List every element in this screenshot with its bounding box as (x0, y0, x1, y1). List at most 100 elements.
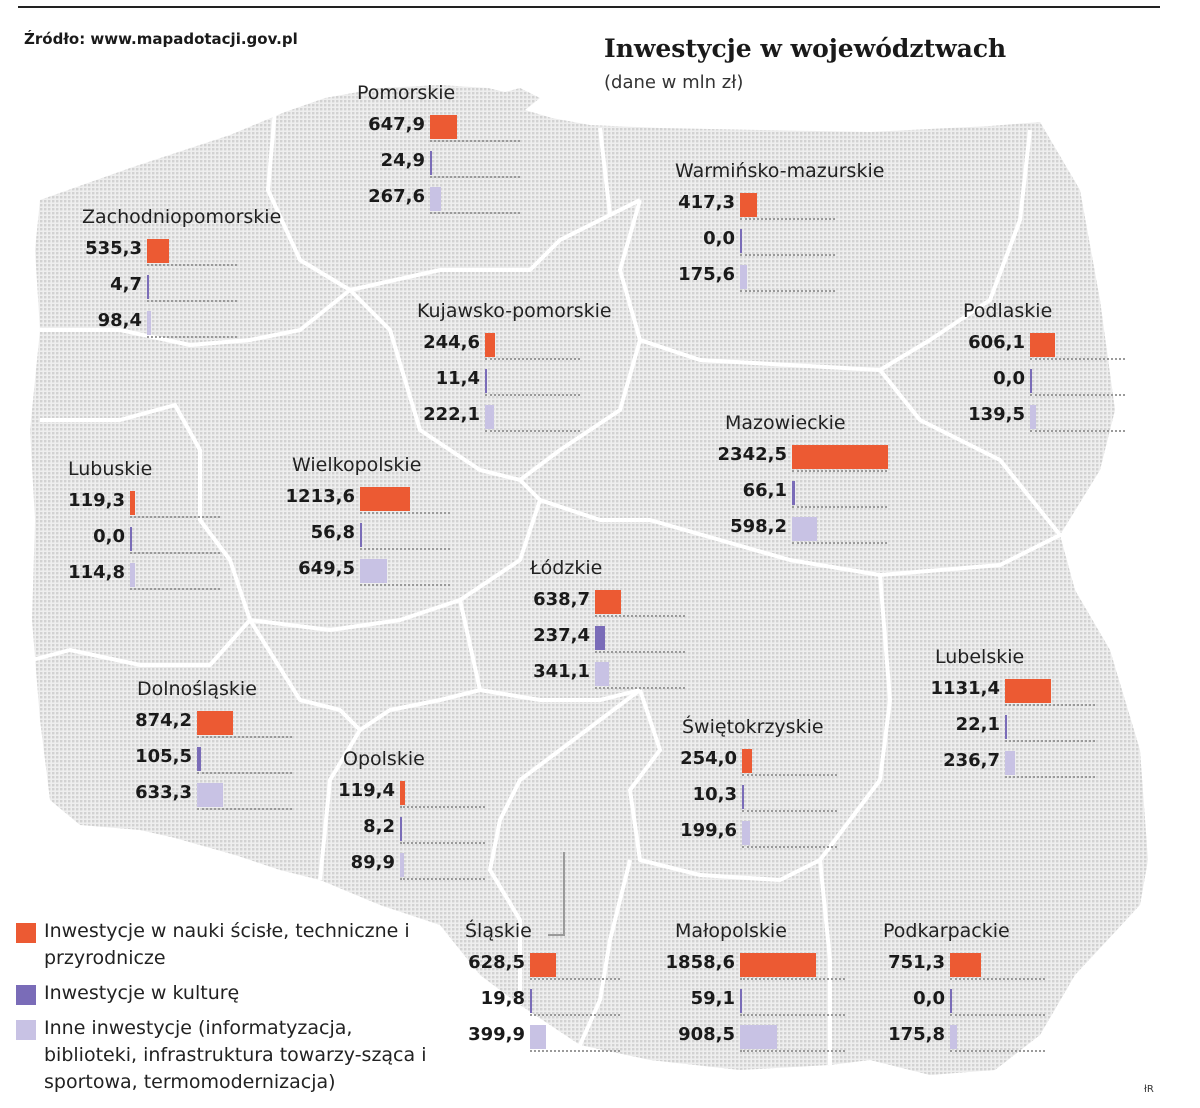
value-label-other: 267,6 (368, 186, 425, 207)
bar-culture (130, 527, 132, 551)
bar-other (595, 662, 609, 686)
guide-line (530, 1050, 620, 1052)
bar-culture (360, 523, 362, 547)
guide-line (740, 1050, 845, 1052)
bar-other (147, 311, 151, 335)
bar-other (1005, 751, 1015, 775)
guide-line (740, 290, 835, 292)
value-label-science: 751,3 (888, 952, 945, 973)
value-label-culture: 8,2 (363, 816, 395, 837)
region-name: Lubuskie (68, 458, 153, 480)
value-label-science: 119,3 (68, 490, 125, 511)
guide-line (950, 1014, 1045, 1016)
value-label-other: 341,1 (533, 661, 590, 682)
bar-science (792, 445, 888, 469)
legend: Inwestycje w nauki ścisłe, techniczne i … (16, 918, 436, 1104)
value-label-culture: 4,7 (110, 274, 142, 295)
value-label-other: 114,8 (68, 562, 125, 583)
guide-line (360, 512, 450, 514)
bar-science (740, 193, 757, 217)
guide-line (595, 651, 685, 653)
bar-science (530, 953, 556, 977)
value-label-other: 89,9 (350, 852, 395, 873)
region-name: Mazowieckie (725, 412, 846, 434)
value-label-science: 874,2 (135, 710, 192, 731)
guide-line (430, 212, 520, 214)
bar-other (1030, 405, 1036, 429)
guide-line (742, 810, 837, 812)
author-credit: łR (1144, 1084, 1154, 1095)
top-rule (18, 6, 1160, 8)
value-label-other: 175,6 (678, 264, 735, 285)
region-name: Małopolskie (675, 920, 787, 942)
value-label-culture: 19,8 (480, 988, 525, 1009)
value-label-culture: 59,1 (690, 988, 735, 1009)
bar-other (485, 405, 494, 429)
value-label-culture: 24,9 (380, 150, 425, 171)
value-label-culture: 66,1 (742, 480, 787, 501)
guide-line (740, 254, 835, 256)
region-name: Warmińsko-mazurskie (675, 160, 885, 182)
guide-line (530, 978, 620, 980)
guide-line (485, 394, 580, 396)
bar-culture (740, 229, 742, 253)
value-label-culture: 56,8 (310, 522, 355, 543)
guide-line (742, 846, 837, 848)
value-label-culture: 0,0 (913, 988, 945, 1009)
value-label-culture: 0,0 (993, 368, 1025, 389)
bar-culture (430, 151, 432, 175)
guide-line (1030, 358, 1125, 360)
guide-line (147, 264, 237, 266)
guide-line (485, 430, 580, 432)
guide-line (530, 1014, 620, 1016)
guide-line (1005, 740, 1095, 742)
value-label-other: 598,2 (730, 516, 787, 537)
value-label-other: 908,5 (678, 1024, 735, 1045)
guide-line (1030, 430, 1125, 432)
bar-science (400, 781, 405, 805)
legend-item-other: Inne inwestycje (informatyzacja, bibliot… (16, 1015, 436, 1096)
bar-culture (950, 989, 952, 1013)
bar-science (742, 749, 752, 773)
chart-subtitle: (dane w mln zł) (604, 72, 744, 93)
bar-science (430, 115, 457, 139)
bar-science (1030, 333, 1055, 357)
value-label-science: 417,3 (678, 192, 735, 213)
bar-science (485, 333, 495, 357)
legend-swatch-other (16, 1020, 36, 1040)
bar-science (147, 239, 169, 263)
value-label-science: 1213,6 (285, 486, 355, 507)
value-label-culture: 0,0 (93, 526, 125, 547)
legend-text-culture: Inwestycje w kulturę (44, 982, 240, 1004)
guide-line (400, 878, 485, 880)
bar-science (595, 590, 621, 614)
guide-line (740, 978, 845, 980)
guide-line (1005, 776, 1095, 778)
legend-swatch-science (16, 923, 36, 943)
region-name: Łódzkie (530, 557, 603, 579)
value-label-science: 244,6 (423, 332, 480, 353)
guide-line (147, 300, 237, 302)
guide-line (740, 218, 835, 220)
map-outline (30, 85, 1148, 1075)
region-name: Dolnośląskie (137, 678, 257, 700)
guide-line (400, 806, 485, 808)
guide-line (742, 774, 837, 776)
bar-other (360, 559, 387, 583)
bar-other (740, 265, 747, 289)
guide-line (130, 516, 220, 518)
region-name: Opolskie (343, 748, 425, 770)
bar-culture (485, 369, 487, 393)
bar-culture (792, 481, 795, 505)
guide-line (950, 978, 1045, 980)
guide-line (595, 615, 685, 617)
bar-culture (400, 817, 402, 841)
region-name: Podkarpackie (883, 920, 1010, 942)
region-name: Kujawsko-pomorskie (417, 300, 612, 322)
value-label-science: 535,3 (85, 238, 142, 259)
value-label-culture: 237,4 (533, 625, 590, 646)
guide-line (130, 552, 220, 554)
value-label-science: 647,9 (368, 114, 425, 135)
value-label-other: 222,1 (423, 404, 480, 425)
